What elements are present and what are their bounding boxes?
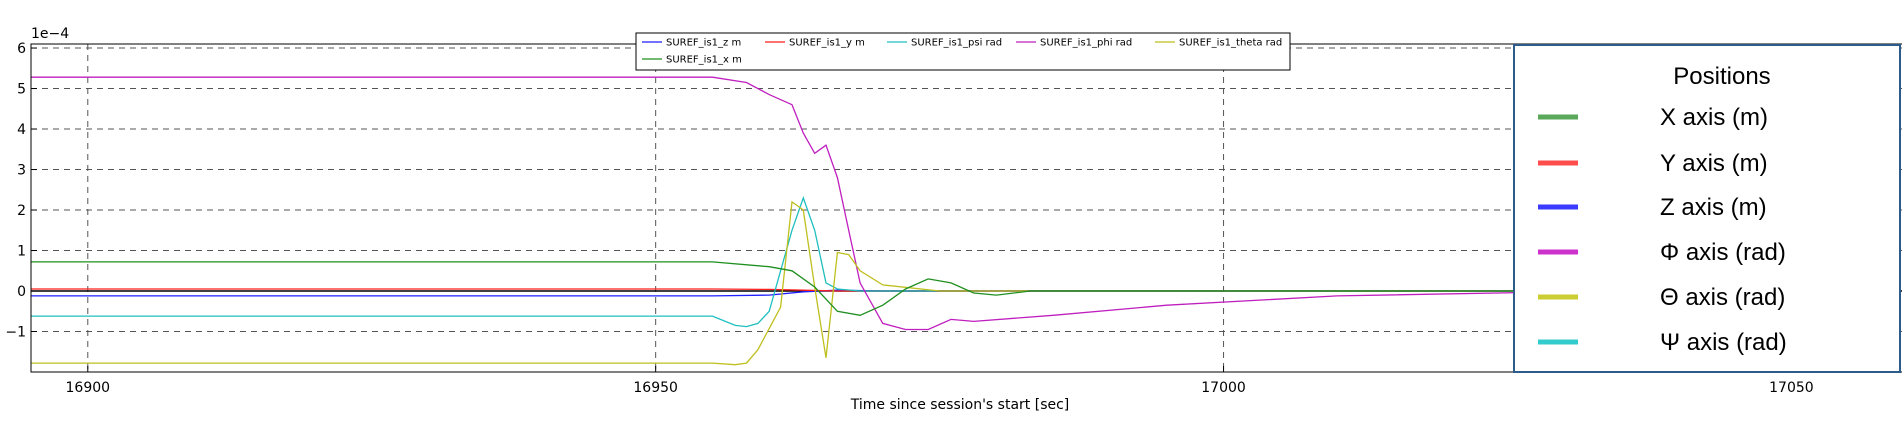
small-legend-label: SUREF_is1_z m [666,38,741,49]
series-line-suref-is1-phi-rad [31,76,1678,331]
y-tick-label: 1 [17,244,26,260]
x-axis-label: Time since session's start [sec] [850,397,1070,413]
overlay-legend-label: Ψ axis (rad) [1660,329,1787,356]
overlay-legend-label: X axis (m) [1660,104,1768,131]
y-tick-label: 0 [17,284,26,300]
small-legend-label: SUREF_is1_x m [666,55,742,66]
overlay-legend-label: Θ axis (rad) [1660,284,1785,311]
small-legend-label: SUREF_is1_y m [789,38,865,49]
small-legend-label: SUREF_is1_psi rad [911,38,1002,49]
small-legend-label: SUREF_is1_theta rad [1179,38,1282,49]
y-tick-label: 4 [17,122,26,138]
y-tick-label: 5 [17,82,26,98]
overlay-legend-box [1513,44,1901,373]
y-multiplier-label: 1e−4 [31,26,69,42]
x-tick-label: 17000 [1201,380,1246,396]
small-legend-box [635,32,1291,71]
y-tick-label: 3 [17,163,26,179]
overlay-legend-label: Y axis (m) [1660,150,1768,177]
ticks: 16900 16950 17000 17050 −1 0 1 2 3 4 5 6 [5,41,1813,396]
overlay-legend-label: Z axis (m) [1660,194,1767,221]
small-legend-label: SUREF_is1_phi rad [1040,38,1132,49]
x-tick-label: 17050 [1769,380,1814,396]
small-legend: SUREF_is1_z m SUREF_is1_y m SUREF_is1_psi … [635,32,1291,71]
x-tick-label: 16900 [66,380,111,396]
y-tick-label: 6 [17,41,26,57]
series-line-suref-is1-theta-rad [31,200,1678,366]
overlay-legend-title: Positions [1673,63,1770,90]
y-tick-label: −1 [5,325,26,341]
overlay-legend: Positions X axis (m) Y axis (m) Z axis (m)… [1513,44,1901,373]
y-tick-label: 2 [17,203,26,219]
x-tick-label: 16950 [633,380,678,396]
series-line-suref-is1-x-m [31,261,1678,316]
overlay-legend-label: Φ axis (rad) [1660,239,1786,266]
